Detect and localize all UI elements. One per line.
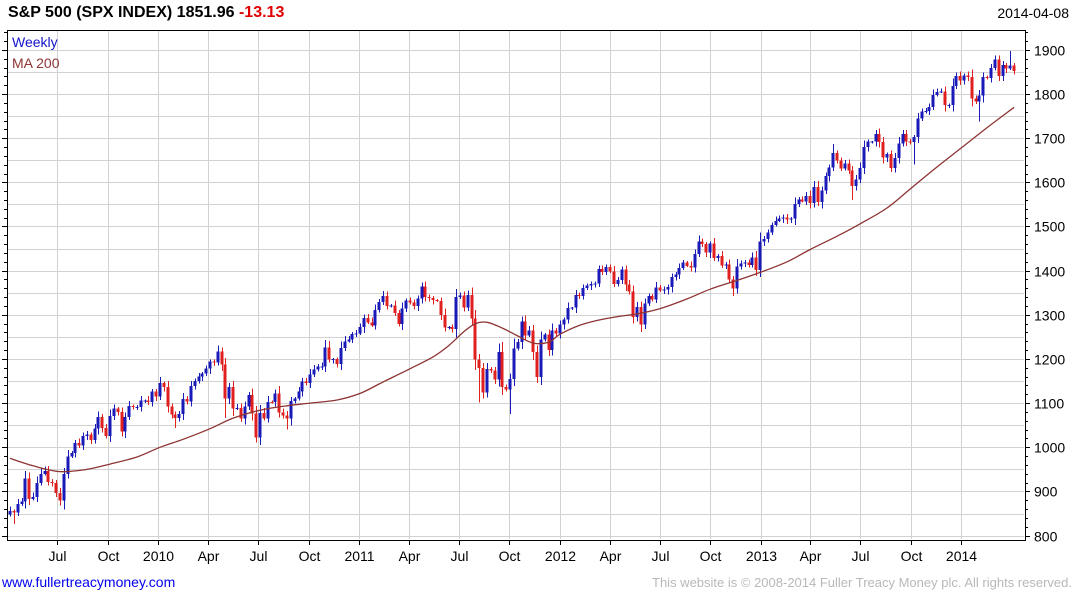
chart-legend: Weekly MA 200 [12, 32, 59, 74]
svg-text:Oct: Oct [299, 548, 321, 564]
copyright-text: This website is © 2008-2014 Fuller Treac… [652, 575, 1072, 590]
plot-border [7, 30, 1026, 541]
ma-200-line [9, 106, 1015, 473]
svg-text:1200: 1200 [1034, 352, 1065, 368]
svg-text:Apr: Apr [198, 548, 220, 564]
svg-text:Oct: Oct [901, 548, 923, 564]
svg-text:1000: 1000 [1034, 440, 1065, 456]
svg-text:1500: 1500 [1034, 219, 1065, 235]
svg-text:Apr: Apr [800, 548, 822, 564]
footer: www.fullertreacymoney.com This website i… [0, 572, 1075, 600]
svg-text:2010: 2010 [143, 548, 174, 564]
svg-text:1900: 1900 [1034, 43, 1065, 59]
svg-text:2012: 2012 [545, 548, 576, 564]
svg-text:Apr: Apr [600, 548, 622, 564]
svg-text:800: 800 [1034, 529, 1058, 545]
svg-text:Oct: Oct [98, 548, 120, 564]
weekly-candles [8, 51, 1016, 525]
last-price: 1851.96 [176, 4, 235, 21]
svg-text:2014: 2014 [946, 548, 977, 564]
svg-text:2011: 2011 [344, 548, 374, 564]
legend-weekly-label: Weekly [12, 34, 58, 50]
y-axis: 800 900 1000 1100 1200 1300 1400 1500 1600 1700 18… [2, 32, 1065, 545]
svg-text:900: 900 [1034, 484, 1058, 500]
svg-text:1400: 1400 [1034, 264, 1065, 280]
svg-text:1800: 1800 [1034, 87, 1065, 103]
legend-ma200-label: MA 200 [12, 55, 60, 71]
chart-title: S&P 500 (SPX INDEX) 1851.96 -13.13 [8, 4, 284, 22]
svg-text:Oct: Oct [499, 548, 521, 564]
svg-text:1300: 1300 [1034, 308, 1065, 324]
instrument-name-and-price: S&P 500 (SPX INDEX) 1851.96 [8, 4, 235, 21]
title-bar: S&P 500 (SPX INDEX) 1851.96 -13.13 2014-… [0, 0, 1075, 28]
svg-text:1100: 1100 [1034, 396, 1064, 412]
price-change: -13.13 [238, 4, 285, 21]
svg-text:Jul: Jul [451, 548, 469, 564]
svg-text:1600: 1600 [1034, 175, 1065, 191]
chart-date: 2014-04-08 [997, 5, 1069, 21]
svg-text:Apr: Apr [399, 548, 421, 564]
svg-text:Jul: Jul [652, 548, 670, 564]
x-axis: Jul Oct 2010 Apr Jul Oct 2011 Apr Jul Oct 2012 Apr J… [49, 540, 977, 564]
gridlines [8, 31, 1024, 539]
svg-text:Jul: Jul [852, 548, 870, 564]
svg-text:Jul: Jul [250, 548, 268, 564]
svg-text:Jul: Jul [49, 548, 67, 564]
svg-text:1700: 1700 [1034, 131, 1065, 147]
site-link[interactable]: www.fullertreacymoney.com [2, 574, 176, 590]
price-chart-canvas[interactable]: 800 900 1000 1100 1200 1300 1400 1500 1600 1700 18… [0, 0, 1075, 572]
svg-text:2013: 2013 [746, 548, 777, 564]
svg-text:Oct: Oct [700, 548, 722, 564]
